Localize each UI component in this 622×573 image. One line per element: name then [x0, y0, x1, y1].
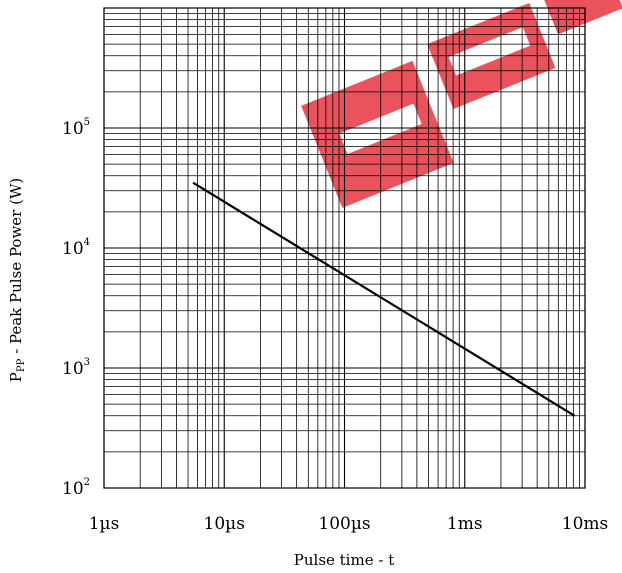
y-tick-exp: 2	[84, 477, 90, 488]
y-tick-exp: 4	[84, 237, 90, 248]
y-tick-base: 10	[62, 359, 84, 379]
y-tick-exp: 5	[84, 117, 90, 128]
x-tick-label: 1µs	[89, 514, 120, 534]
watermark-shapes	[301, 0, 622, 208]
x-tick-label: 1ms	[447, 514, 483, 534]
grid	[103, 7, 586, 489]
y-tick-base: 10	[62, 479, 84, 499]
y-axis-title: PPP - Peak Pulse Power (W)	[7, 178, 27, 382]
series-line	[192, 181, 576, 417]
x-tick-label: 100µs	[318, 514, 370, 534]
x-axis-title: Pulse time - t	[294, 551, 394, 569]
watermark-block	[535, 0, 622, 35]
watermark-logo	[301, 0, 622, 208]
y-tick-label: 102	[62, 477, 90, 499]
y-axis-title-sub: PP	[16, 358, 27, 372]
plot-frame	[103, 7, 586, 489]
x-tick-label: 10µs	[204, 514, 245, 534]
y-tick-base: 10	[62, 119, 84, 139]
y-tick-label: 104	[62, 237, 90, 259]
y-tick-base: 10	[62, 239, 84, 259]
x-tick-label: 10ms	[562, 514, 608, 534]
watermark-cut	[448, 27, 531, 76]
y-tick-label: 105	[62, 117, 90, 139]
y-axis-title-prefix: P	[7, 372, 25, 382]
x-tick-labels: 1µs 10µs 100µs 1ms 10ms	[89, 514, 609, 534]
series-layer	[192, 181, 576, 417]
y-tick-exp: 3	[84, 357, 90, 368]
y-axis-title-rest: - Peak Pulse Power (W)	[7, 178, 25, 359]
y-tick-label: 103	[62, 357, 90, 379]
